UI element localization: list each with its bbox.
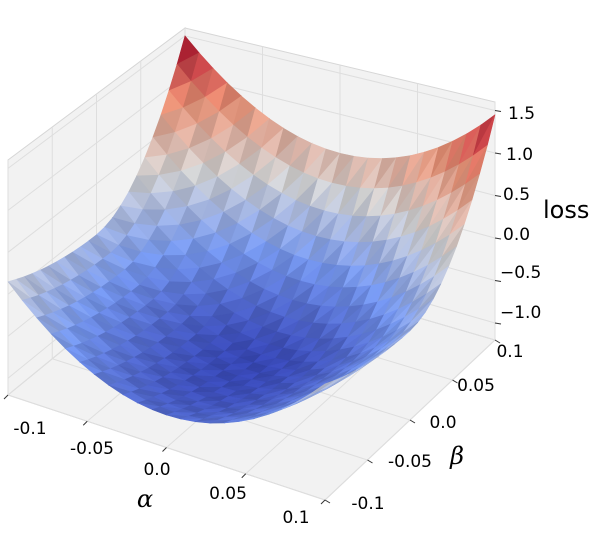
beta-tick-label: 0.05 (457, 376, 495, 396)
loss-surface (7, 35, 496, 424)
alpha-tick (3, 394, 9, 400)
alpha-axis-label: α (137, 485, 153, 513)
beta-tick-label: -0.05 (388, 452, 432, 472)
alpha-tick (162, 447, 167, 452)
loss-tick-label: 1.5 (508, 104, 535, 124)
loss-tick (494, 110, 502, 112)
alpha-tick (82, 420, 88, 426)
loss-tick-label: 0.5 (503, 185, 530, 205)
loss-tick (494, 195, 502, 197)
wall-grid-line (184, 35, 496, 111)
loss-tick-label: 1.0 (506, 145, 533, 165)
loss-axis-label: loss (543, 196, 589, 224)
alpha-tick (320, 499, 326, 505)
surface-facet (310, 380, 333, 395)
alpha-tick-label: -0.1 (13, 419, 46, 439)
loss-tick-label: −0.5 (500, 263, 541, 283)
beta-tick (409, 419, 416, 424)
alpha-tick-label: -0.05 (70, 439, 114, 459)
alpha-tick (241, 473, 247, 479)
beta-tick (324, 499, 331, 504)
wall-grid-line (184, 75, 496, 154)
beta-tick-label: 0.0 (429, 413, 456, 433)
alpha-tick-label: 0.05 (209, 484, 247, 504)
loss-tick (494, 152, 502, 155)
tick-marks (3, 110, 502, 505)
wall-grid-line (7, 75, 186, 211)
loss-tick-label: 0.0 (503, 225, 530, 245)
beta-tick-label: 0.1 (496, 342, 523, 362)
wall-grid-line (7, 35, 186, 169)
loss-tick (494, 280, 502, 282)
loss-tick (494, 322, 502, 325)
beta-tick-label: -0.1 (351, 494, 384, 514)
alpha-tick-label: 0.1 (282, 508, 309, 528)
alpha-tick-label: 0.0 (143, 460, 170, 480)
beta-tick (367, 459, 373, 464)
loss-tick-label: −1.0 (500, 303, 541, 323)
loss-tick (494, 237, 502, 240)
beta-tick (452, 379, 458, 384)
beta-tick (494, 339, 501, 344)
beta-axis-label: β (449, 442, 464, 470)
